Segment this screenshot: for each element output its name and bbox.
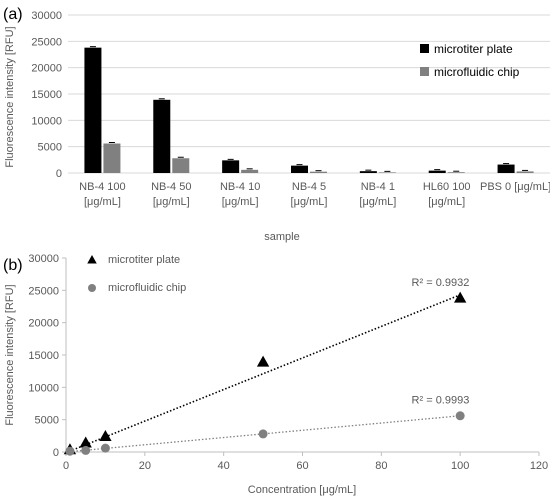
x-tick-label: NB-4 10 [μg/mL] — [220, 181, 260, 208]
bar — [310, 171, 327, 173]
data-point — [453, 291, 467, 303]
data-point — [258, 429, 268, 439]
trendline — [65, 415, 461, 453]
legend-swatch — [420, 67, 429, 76]
x-tick-label: 20 — [139, 460, 151, 472]
x-tick-label-line: [μg/mL] — [153, 196, 190, 208]
y-tick-label: 30000 — [28, 253, 59, 265]
x-tick-label: 40 — [218, 460, 230, 472]
chart-b-xlabel: Concentration [μg/mL] — [248, 484, 356, 496]
x-tick-label: 120 — [530, 460, 548, 472]
y-tick-label: 20000 — [28, 318, 59, 330]
x-tick-label: PBS 0 [μg/mL] — [480, 181, 550, 193]
bar — [291, 165, 308, 173]
x-tick-label-line: [μg/mL] — [291, 196, 328, 208]
x-tick-label-line: NB-4 1 — [361, 181, 395, 193]
x-tick-label-line: [μg/mL] — [359, 196, 396, 208]
legend-marker — [87, 255, 97, 264]
bar — [241, 169, 259, 173]
x-tick-label: NB-4 100 [μg/mL] — [79, 181, 125, 208]
bar — [84, 47, 102, 173]
bar — [428, 170, 446, 173]
x-tick-label-line: NB-4 50 — [151, 181, 191, 193]
y-tick-label: 5000 — [38, 142, 62, 154]
bar — [153, 99, 171, 173]
x-tick-label-line: PBS 0 [μg/mL] — [480, 181, 550, 193]
chart-a-ylabel: Fluorescence intensity [RFU] — [4, 26, 16, 167]
legend-label: microfluidic chip — [434, 65, 520, 79]
bar — [222, 160, 240, 173]
legend-label: microfluidic chip — [108, 282, 186, 294]
panel-a-label: (a) — [3, 6, 23, 23]
y-tick-label: 5000 — [35, 415, 59, 427]
x-tick-label: 100 — [451, 460, 469, 472]
y-tick-label: 15000 — [28, 350, 59, 362]
x-tick-label: 0 — [63, 460, 69, 472]
y-tick-label: 15000 — [31, 89, 62, 101]
chart-a-xlabel: sample — [264, 231, 299, 243]
x-tick-label-line: HL60 100 — [423, 181, 471, 193]
bar — [497, 164, 515, 173]
y-tick-label: 10000 — [28, 382, 59, 394]
x-tick-label: NB-4 50 [μg/mL] — [151, 181, 191, 208]
bar — [447, 172, 465, 173]
r-squared-label: R² = 0.9932 — [412, 277, 470, 289]
y-tick-label: 20000 — [31, 63, 62, 75]
x-tick-label-line: [μg/mL] — [222, 196, 259, 208]
y-tick-label: 0 — [53, 447, 59, 459]
legend-label: microtiter plate — [434, 42, 513, 56]
chart-b-ylabel: Fluorescence intensity [RFU] — [4, 284, 16, 425]
r-squared-label: R² = 0.9993 — [412, 395, 470, 407]
legend-label: microtiter plate — [108, 254, 180, 266]
y-tick-label: 25000 — [28, 285, 59, 297]
data-point — [81, 445, 91, 455]
legend-marker — [88, 284, 96, 292]
bar — [516, 171, 534, 173]
legend-swatch — [420, 44, 429, 53]
x-tick-label-line: [μg/mL] — [428, 196, 465, 208]
chart-a: 0 5000 10000 15000 20000 25000 30000 NB-4 100 [μ… — [31, 10, 550, 208]
y-tick-label: 10000 — [31, 115, 62, 127]
trendline — [65, 294, 461, 454]
bar — [172, 158, 190, 173]
chart-b: 0 5000 10000 15000 20000 25000 30000 0 20 40 60 80 1… — [28, 253, 548, 472]
x-tick-label: NB-4 5 [μg/mL] — [291, 181, 328, 208]
data-point — [79, 436, 92, 448]
y-tick-label: 0 — [56, 168, 62, 180]
data-point — [99, 429, 112, 442]
x-tick-label-line: NB-4 10 — [220, 181, 260, 193]
data-point — [65, 446, 75, 456]
x-tick-label: HL60 100 [μg/mL] — [423, 181, 471, 208]
bar — [103, 143, 121, 173]
data-point — [455, 411, 465, 421]
x-tick-label: NB-4 1 [μg/mL] — [359, 181, 396, 208]
panel-b-label: (b) — [3, 257, 23, 274]
y-tick-label: 25000 — [31, 36, 62, 48]
y-tick-label: 30000 — [31, 10, 62, 22]
x-tick-label: 80 — [375, 460, 387, 472]
x-tick-label-line: NB-4 5 — [292, 181, 326, 193]
bar — [378, 172, 396, 173]
x-tick-label: 60 — [296, 460, 308, 472]
x-tick-label-line: NB-4 100 — [79, 181, 125, 193]
data-point — [100, 443, 110, 453]
x-tick-label-line: [μg/mL] — [84, 196, 121, 208]
data-point — [256, 355, 270, 367]
bar — [359, 171, 377, 173]
